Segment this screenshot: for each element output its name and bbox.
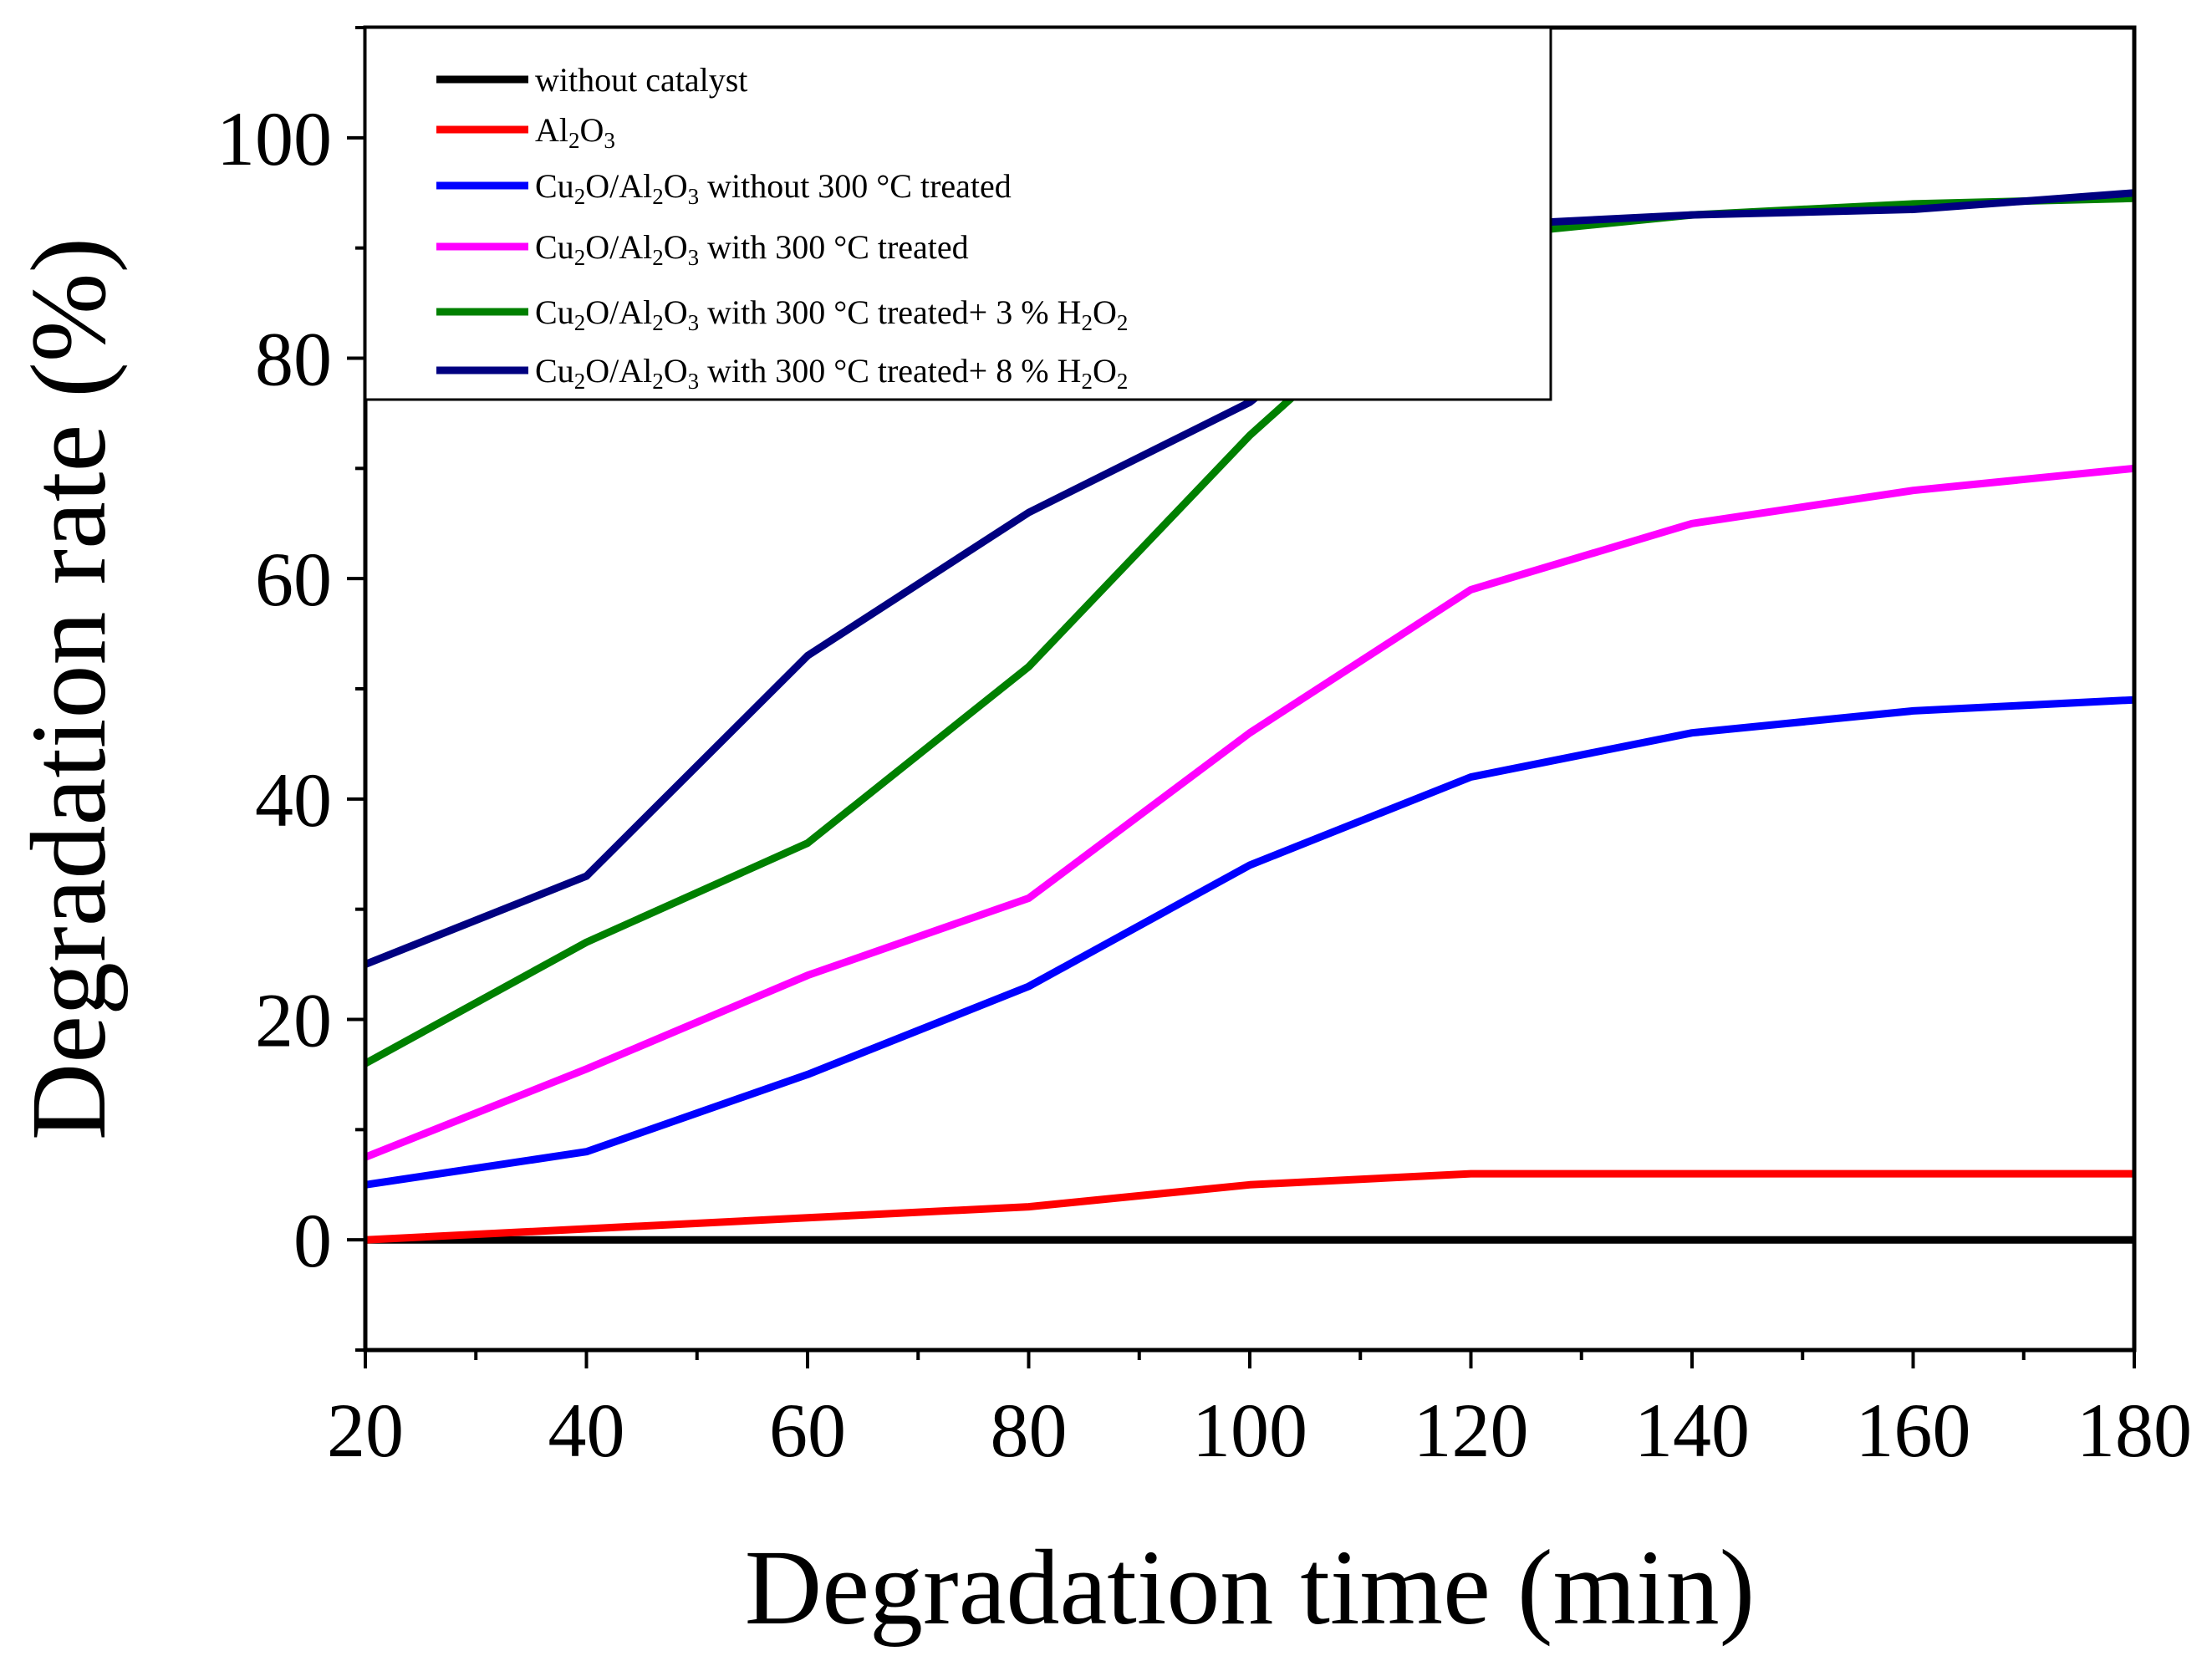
legend-text-part: O/Al [585,352,652,390]
legend-text-part: O [580,111,604,149]
x-axis-title: Degradation time (min) [745,1528,1756,1647]
legend-label-5: Cu2O/Al2O3 with 300 °C treated+ 3 % H2O2 [535,293,1128,335]
y-tick-label: 60 [255,537,332,622]
legend-label-4: Cu2O/Al2O3 with 300 °C treated [535,228,969,270]
legend-text-part: with 300 °C treated+ 3 % H [699,293,1081,331]
y-tick-label: 0 [293,1198,332,1283]
legend-subscript: 2 [652,369,664,394]
series-line-4 [364,464,2135,1161]
legend-subscript: 2 [1117,310,1129,335]
legend-label-6: Cu2O/Al2O3 with 300 °C treated+ 8 % H2O2 [535,352,1128,394]
y-tick-label: 100 [217,96,332,181]
legend-text-part: Al [535,111,568,149]
legend-text-part: O/Al [585,228,652,266]
legend-text-part: O [1093,352,1117,390]
legend-box [364,26,1552,401]
legend-text-part: Cu [535,228,574,266]
series-line-2 [364,1169,2134,1244]
legend-text-part: O [664,293,688,331]
legend-subscript: 2 [574,245,586,270]
legend-text-part: Cu [535,167,574,205]
legend-subscript: 2 [574,184,586,209]
legend-text-part: Cu [535,352,574,390]
legend-text-part: O/Al [585,167,652,205]
legend-text-part: with 300 °C treated [699,228,969,266]
legend-text-part: O [664,352,688,390]
legend-label-1: without catalyst [535,61,747,99]
axis-ticks: 20 40 60 80 100 120 140 160 180 0 20 40 60 80 100 [217,26,2192,1473]
legend-subscript: 3 [688,310,700,335]
legend-label-2: Al2O3 [535,111,615,153]
legend-text-part: with 300 °C treated+ 8 % H [699,352,1081,390]
legend-label-3: Cu2O/Al2O3 without 300 °C treated [535,167,1012,209]
legend-text-part: O [1093,293,1117,331]
legend-text-part: O [664,228,688,266]
y-tick-label: 20 [255,978,332,1063]
x-tick-label: 40 [548,1388,625,1473]
x-tick-label: 100 [1192,1388,1307,1473]
legend-text-part: without catalyst [535,61,747,99]
legend-text-part: Cu [535,293,574,331]
x-tick-label: 20 [327,1388,404,1473]
legend-subscript: 2 [1081,369,1093,394]
legend-subscript: 3 [688,245,700,270]
series-line-6 [364,189,2135,968]
x-tick-label: 160 [1856,1388,1971,1473]
legend-text-part: O [664,167,688,205]
x-tick-label: 120 [1414,1388,1529,1473]
legend-subscript: 2 [652,245,664,270]
legend-subscript: 2 [574,310,586,335]
series-layer [363,189,2135,1244]
legend-subscript: 2 [568,128,580,153]
legend-subscript: 3 [688,184,700,209]
x-tick-label: 140 [1634,1388,1750,1473]
legend-subscript: 2 [1117,369,1129,394]
y-tick-label: 40 [255,757,332,843]
series-line-3 [364,696,2135,1189]
legend-text-part: O/Al [585,293,652,331]
legend-subscript: 2 [652,310,664,335]
legend-subscript: 2 [1081,310,1093,335]
legend-subscript: 2 [574,369,586,394]
y-axis-title: Degradation rate (%) [9,237,128,1140]
y-tick-label: 80 [255,317,332,402]
x-tick-label: 80 [991,1388,1068,1473]
legend-subscript: 3 [604,128,615,153]
legend-subscript: 2 [652,184,664,209]
x-tick-label: 60 [769,1388,846,1473]
legend-text-part: without 300 °C treated [699,167,1012,205]
legend-subscript: 3 [688,369,700,394]
x-tick-label: 180 [2077,1388,2192,1473]
